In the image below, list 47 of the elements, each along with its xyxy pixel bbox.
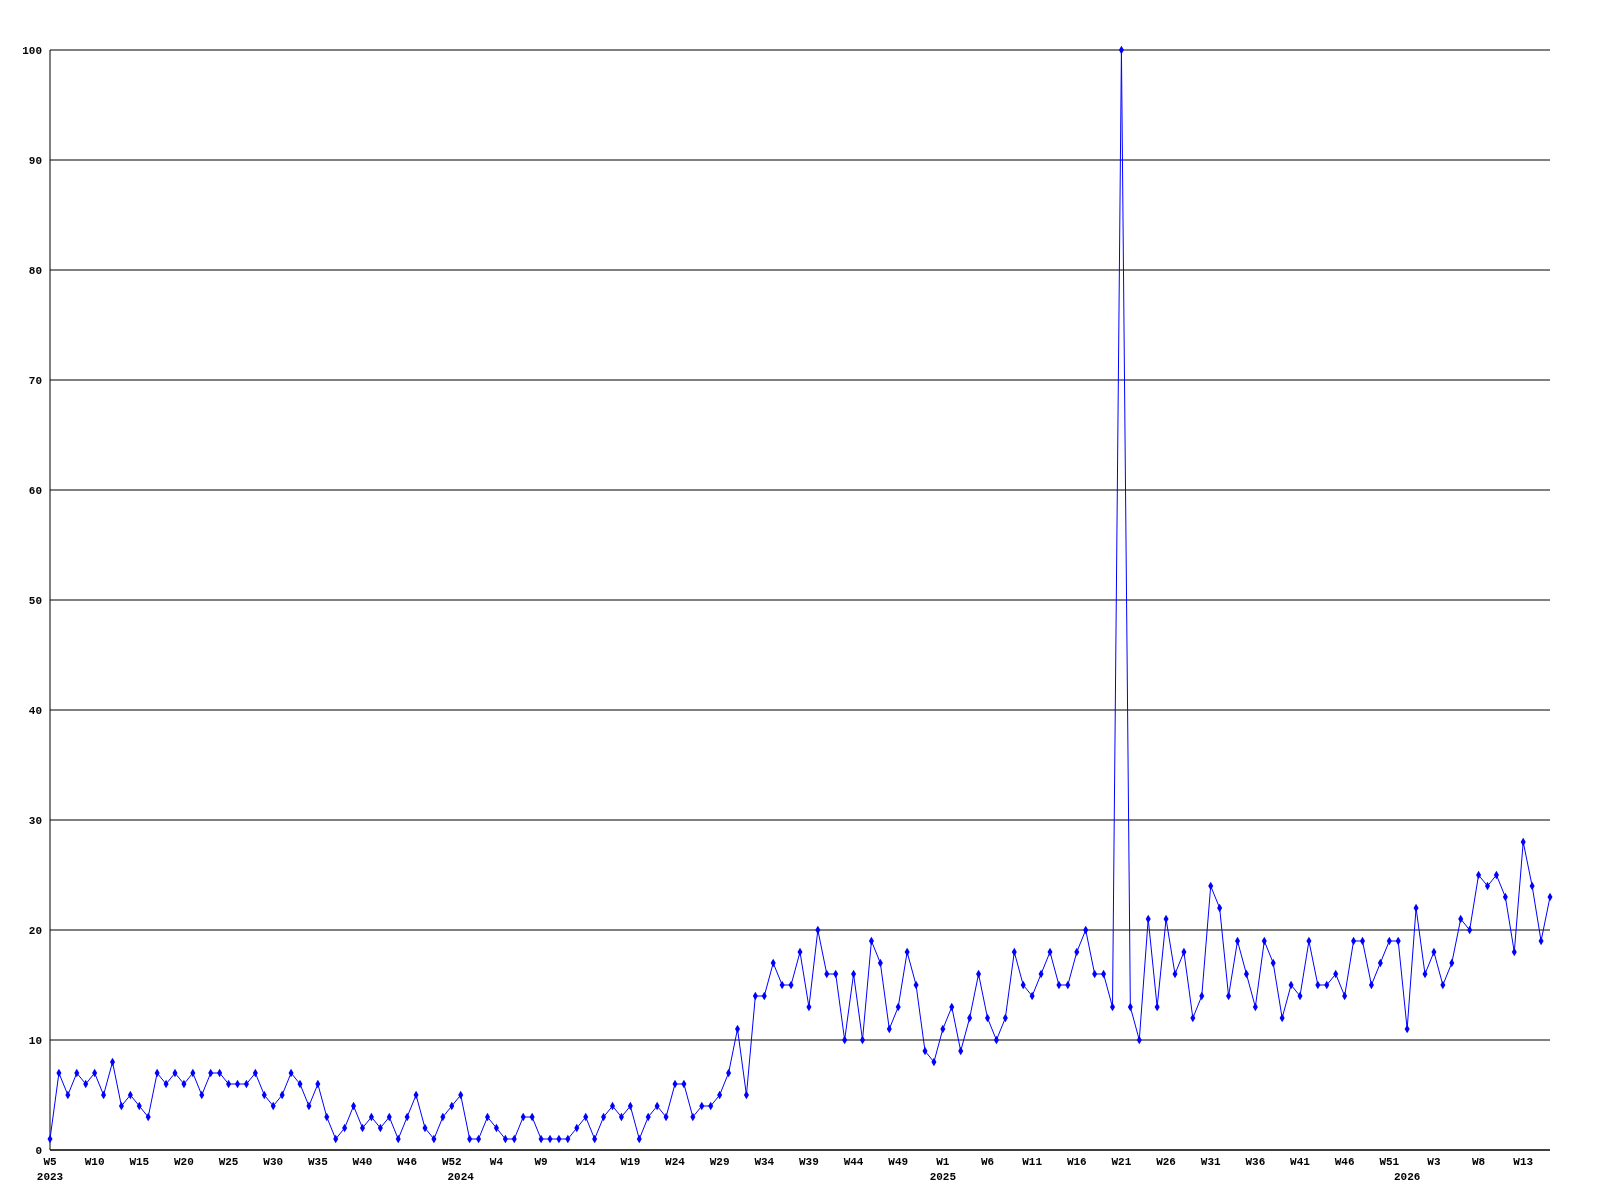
- x-tick-label: W35: [307, 1156, 329, 1168]
- x-tick-label: W46: [1334, 1156, 1355, 1168]
- x-tick-label: W10: [84, 1156, 105, 1168]
- x-tick-label: W29: [709, 1156, 730, 1168]
- y-tick-label: 10: [28, 1034, 42, 1047]
- y-tick-label: 0: [35, 1144, 42, 1157]
- x-tick-label: W44: [843, 1156, 864, 1168]
- x-tick-label: W39: [799, 1156, 819, 1168]
- x-tick-label: W41: [1290, 1156, 1311, 1168]
- x-tick-label: W5 2023: [36, 1156, 64, 1183]
- y-tick-label: 40: [28, 704, 42, 717]
- x-tick-label: W34: [754, 1156, 775, 1168]
- x-tick-label: W31: [1200, 1156, 1222, 1168]
- x-tick-label: W15: [129, 1156, 150, 1168]
- x-tick-label: W8: [1471, 1156, 1486, 1168]
- x-tick-label: W51: [1379, 1156, 1400, 1168]
- y-tick-label: 100: [22, 44, 42, 57]
- x-tick-label: W21: [1111, 1156, 1132, 1168]
- x-tick-label: W16: [1066, 1156, 1087, 1168]
- x-tick-label: W20: [174, 1156, 194, 1168]
- x-tick-label: W46: [397, 1156, 418, 1168]
- y-tick-label: 80: [28, 264, 42, 277]
- x-tick-label: 2024: [447, 1171, 475, 1183]
- y-tick-label: 60: [28, 484, 42, 497]
- y-tick-label: 20: [28, 924, 42, 937]
- x-tick-label: W13: [1513, 1156, 1534, 1168]
- x-tick-label: W52: [441, 1156, 462, 1168]
- y-tick-label: 70: [28, 374, 42, 387]
- x-tick-label: W40: [352, 1156, 373, 1168]
- x-tick-label: 2026: [1393, 1171, 1421, 1183]
- x-tick-label: W25: [218, 1156, 239, 1168]
- x-tick-label: W3: [1427, 1156, 1441, 1168]
- x-tick-label: W9: [534, 1156, 548, 1168]
- x-tick-label: W19: [620, 1156, 641, 1168]
- x-tick-label: W26: [1156, 1156, 1176, 1168]
- y-tick-label: 50: [28, 594, 42, 607]
- x-tick-label: W1 2025: [929, 1156, 957, 1183]
- x-tick-label: W6: [980, 1156, 995, 1168]
- x-tick-label: W30: [263, 1156, 284, 1168]
- y-tick-label: 90: [28, 154, 42, 167]
- x-tick-label: W14: [575, 1156, 597, 1168]
- x-tick-label: W49: [888, 1156, 909, 1168]
- x-tick-label: W4: [489, 1156, 504, 1168]
- y-tick-label: 30: [28, 814, 42, 827]
- x-tick-label: W24: [665, 1156, 686, 1168]
- x-tick-label: W11: [1022, 1156, 1043, 1168]
- x-tick-label: W36: [1245, 1156, 1266, 1168]
